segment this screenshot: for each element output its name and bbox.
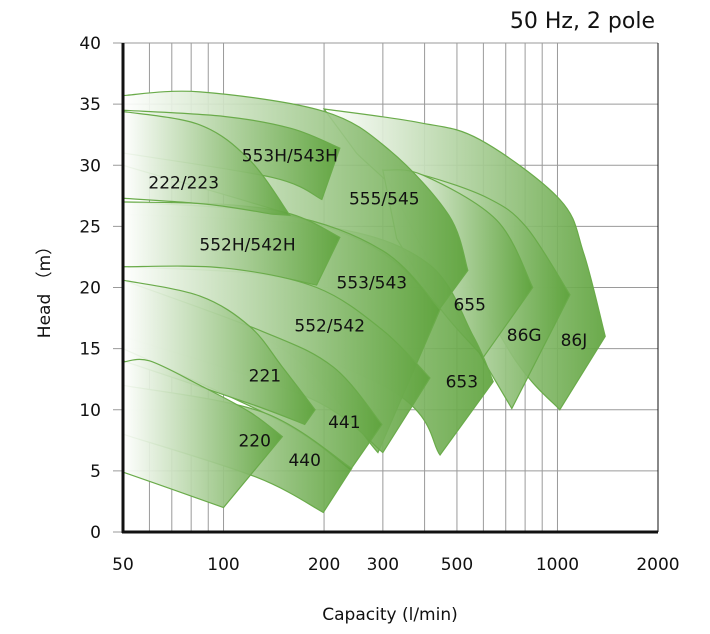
region-labels: 86J 86G 655 653 555/545 553/543 553H/543H 552H/… [148,146,587,470]
region-label: 555/545 [349,189,420,209]
y-tick-label: 25 [79,217,101,237]
y-tick-label: 35 [79,95,101,115]
x-tick-label: 1000 [536,555,579,575]
regions [123,90,606,514]
region-label: 86J [561,331,588,351]
axes: 0 5 10 15 20 25 30 35 40 50 100 200 300 500 1000 2000 [79,34,679,575]
region-label: 222/223 [148,173,219,193]
region-label: 220 [238,431,270,451]
chart-title: 50 Hz, 2 pole [510,9,655,34]
region-label: 440 [288,451,320,471]
y-tick-label: 40 [79,34,101,54]
region-label: 553/543 [337,274,408,294]
x-tick-label: 2000 [636,555,679,575]
region-label: 441 [328,413,360,433]
region-label: 221 [249,367,281,387]
region-label: 552/542 [294,316,365,336]
region-label: 553H/543H [242,146,338,166]
x-tick-label: 50 [112,555,134,575]
y-tick-label: 10 [79,401,101,421]
x-tick-label: 100 [207,555,239,575]
region-222-223 [123,110,292,217]
y-tick-label: 20 [79,279,101,299]
x-tick-label: 500 [441,555,473,575]
region-label: 86G [507,326,542,346]
x-tick-label: 300 [367,555,399,575]
region-label: 655 [453,296,485,316]
y-tick-label: 30 [79,156,101,176]
region-221 [123,279,316,426]
y-axis-label: Head （m） [35,238,55,338]
region-220 [123,358,284,509]
y-tick-label: 5 [90,462,101,482]
x-axis-label: Capacity (l/min) [322,605,457,625]
region-label: 653 [446,373,478,393]
y-tick-label: 15 [79,340,101,360]
y-tick-label: 0 [90,523,101,543]
region-label: 552H/542H [199,236,295,256]
x-tick-label: 200 [308,555,340,575]
